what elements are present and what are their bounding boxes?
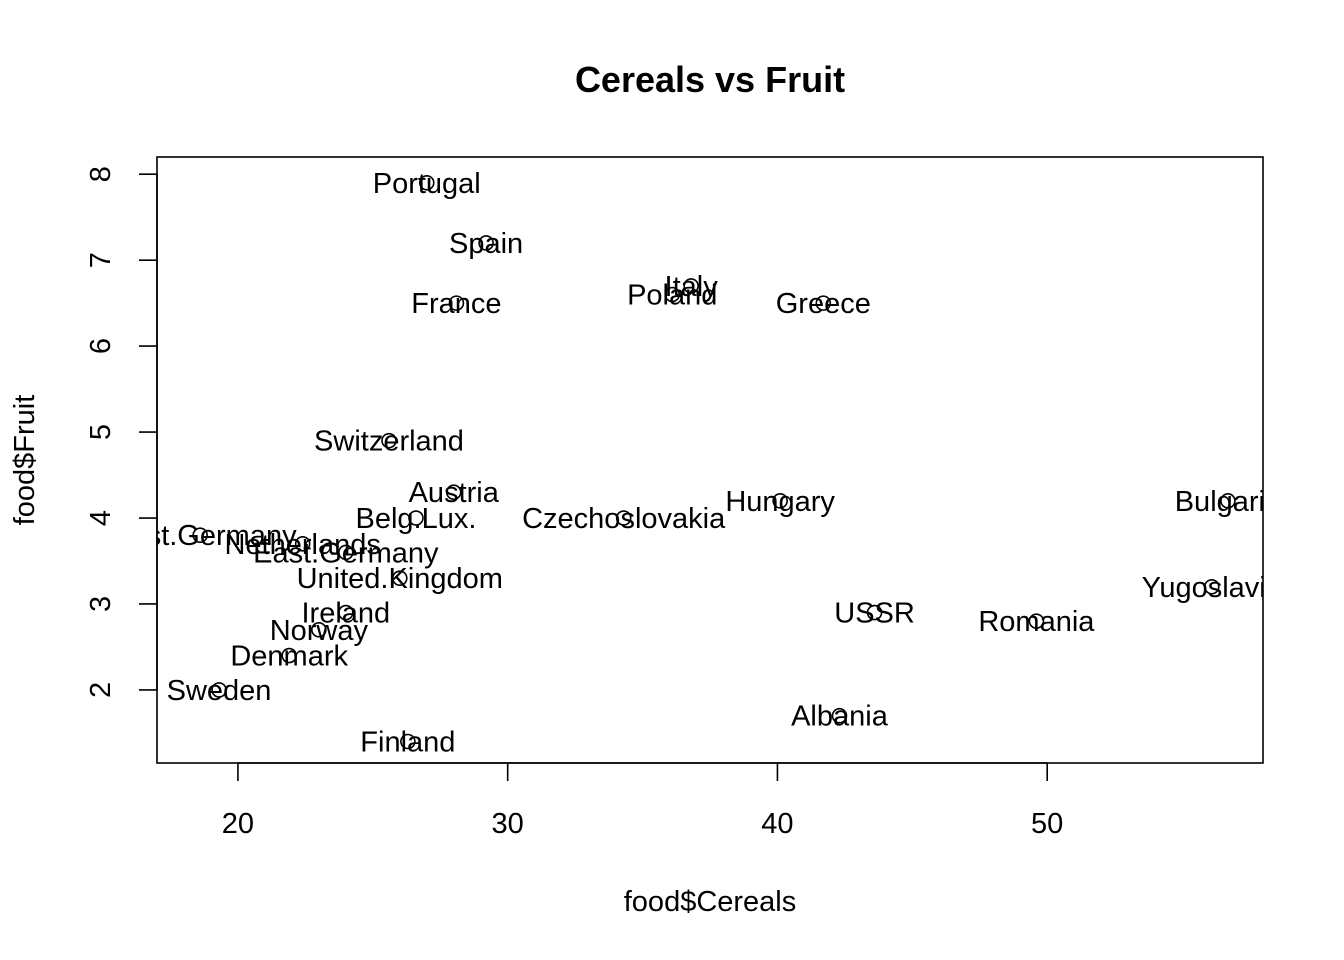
- point-marker: [294, 536, 311, 552]
- data-point: Poland: [627, 280, 717, 312]
- point-label: Austria: [409, 477, 500, 509]
- data-point: Sweden: [167, 675, 272, 707]
- point-marker: [381, 432, 397, 449]
- y-tick-label: 7: [85, 252, 117, 268]
- point-label: Switzerland: [314, 426, 464, 458]
- point-label: Poland: [627, 280, 717, 312]
- point-label: France: [411, 288, 501, 320]
- point-label: Belg.Lux.: [356, 503, 477, 535]
- point-marker: [831, 707, 848, 724]
- point-marker: [400, 733, 416, 750]
- point-marker: [683, 278, 699, 294]
- point-marker: [478, 235, 494, 251]
- data-point: Yugoslavia: [1142, 572, 1283, 604]
- y-tick-label: 4: [85, 510, 117, 526]
- data-point: Portugal: [373, 168, 481, 200]
- data-point: Czechoslovakia: [522, 503, 726, 535]
- point-marker: [772, 493, 788, 509]
- point-marker: [448, 295, 465, 311]
- point-marker: [664, 286, 681, 303]
- data-point: Ireland: [301, 598, 390, 630]
- point-marker: [311, 621, 327, 638]
- point-label: Sweden: [167, 675, 272, 707]
- point-marker: [866, 604, 883, 621]
- point-marker: [815, 295, 832, 311]
- point-marker: [1220, 493, 1236, 509]
- point-label: Ireland: [301, 598, 390, 630]
- point-label: Denmark: [230, 641, 348, 673]
- point-label: Netherlands: [224, 529, 380, 561]
- point-label: Norway: [270, 615, 369, 647]
- point-marker: [192, 527, 208, 544]
- point-label: Yugoslavia: [1142, 572, 1283, 604]
- data-point: Belg.Lux.: [356, 503, 477, 535]
- y-axis: 2 3 4 5 6 7 8: [85, 166, 158, 698]
- x-tick-label: 50: [1031, 808, 1063, 840]
- point-marker: [615, 510, 632, 526]
- data-point: Hungary: [725, 486, 835, 518]
- point-label: Czechoslovakia: [522, 503, 726, 535]
- point-marker: [211, 682, 227, 698]
- y-tick-label: 5: [85, 424, 117, 440]
- data-point: Romania: [978, 606, 1095, 638]
- point-marker: [408, 510, 424, 526]
- y-tick-label: 2: [85, 682, 117, 698]
- point-label: Spain: [449, 228, 523, 260]
- point-marker: [391, 570, 408, 586]
- point-label: Finland: [360, 727, 455, 759]
- point-marker: [1028, 613, 1045, 629]
- point-marker: [338, 604, 354, 621]
- data-point: Denmark: [230, 641, 348, 673]
- data-point: Spain: [449, 228, 523, 260]
- point-label: United.Kingdom: [297, 563, 503, 595]
- point-label: Greece: [776, 288, 871, 320]
- point-label: USSR: [834, 598, 915, 630]
- data-point: East.Germany: [253, 537, 439, 569]
- data-point: United.Kingdom: [297, 563, 503, 595]
- x-axis: 20 30 40 50: [222, 762, 1063, 840]
- data-point: Austria: [409, 477, 500, 509]
- x-tick-label: 30: [492, 808, 524, 840]
- point-label: Portugal: [373, 168, 481, 200]
- point-marker: [338, 544, 354, 561]
- point-label: East.Germany: [253, 537, 439, 569]
- data-point: Norway: [270, 615, 369, 647]
- data-point: Bulgaria: [1175, 486, 1282, 518]
- point-label: Bulgaria: [1175, 486, 1282, 518]
- point-label: Albania: [791, 701, 889, 733]
- x-axis-label: food$Cereals: [624, 886, 797, 918]
- y-tick-label: 8: [85, 166, 117, 182]
- point-marker: [281, 647, 297, 664]
- data-point: Netherlands: [224, 529, 380, 561]
- data-point: Finland: [360, 727, 455, 759]
- data-point: Greece: [776, 288, 871, 320]
- point-marker: [418, 174, 435, 191]
- y-tick-label: 3: [85, 596, 117, 612]
- data-point: USSR: [834, 598, 915, 630]
- point-marker: [1203, 578, 1220, 595]
- x-tick-label: 40: [761, 808, 793, 840]
- data-point: Albania: [791, 701, 889, 733]
- point-label: West.Germany: [104, 520, 297, 552]
- y-tick-label: 6: [85, 338, 117, 354]
- chart-title: Cereals vs Fruit: [575, 59, 845, 100]
- point-label: Romania: [978, 606, 1095, 638]
- data-point: Switzerland: [314, 426, 464, 458]
- point-label: Hungary: [725, 486, 835, 518]
- data-point: France: [411, 288, 501, 320]
- point-marker: [445, 484, 462, 501]
- y-axis-label: food$Fruit: [9, 395, 41, 526]
- data-point: West.Germany: [104, 520, 297, 552]
- x-tick-label: 20: [222, 808, 254, 840]
